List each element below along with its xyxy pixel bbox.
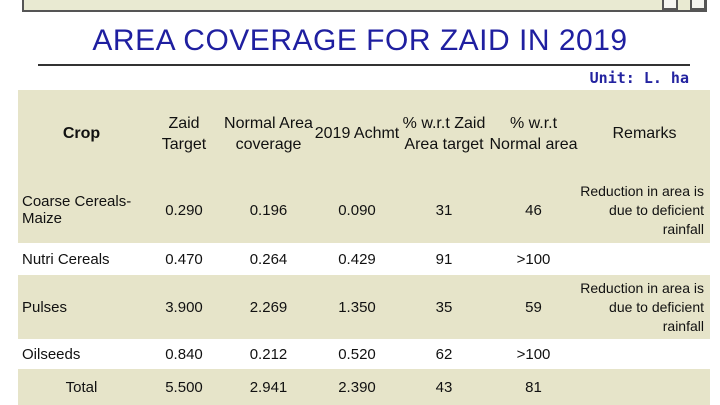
- table-row: Coarse Cereals- Maize 0.290 0.196 0.090 …: [18, 177, 710, 243]
- table-row-total: Total 5.500 2.941 2.390 43 81: [18, 369, 710, 405]
- cell-normal: 0.212: [249, 345, 288, 363]
- cell-normal: 0.264: [249, 250, 288, 268]
- cell-pct-target: 35: [400, 275, 488, 339]
- header-achmt: 2019 Achmt: [314, 90, 400, 177]
- cell-remarks: [579, 369, 710, 405]
- cell-crop: Total: [18, 369, 145, 405]
- cell-target: 0.290: [145, 177, 223, 243]
- header-pct-target: % w.r.t Zaid Area target: [400, 90, 488, 177]
- slide-title: AREA COVERAGE FOR ZAID IN 2019: [92, 24, 628, 57]
- header-target: Zaid Target: [145, 90, 223, 177]
- cell-pct-target: 43: [400, 369, 488, 405]
- cell-crop: Pulses: [18, 275, 145, 339]
- window-control-box[interactable]: [662, 0, 678, 10]
- cell-achmt: 0.429: [338, 250, 376, 268]
- table-row: Oilseeds 0.840 0.212 0.520 62 >100: [18, 339, 710, 369]
- cell-normal: 0.196: [223, 177, 314, 243]
- window-control-box[interactable]: [690, 0, 706, 10]
- cell-normal: 2.941: [223, 369, 314, 405]
- cell-pct-normal: >100: [516, 250, 551, 268]
- cell-remarks: Reduction in area is due to deficient ra…: [579, 275, 710, 339]
- cell-remarks: [579, 243, 710, 275]
- window-top-bar: [22, 0, 707, 12]
- cell-target: 0.470: [165, 250, 203, 268]
- cell-normal: 2.269: [223, 275, 314, 339]
- cell-pct-normal: 81: [488, 369, 579, 405]
- cell-target: 3.900: [145, 275, 223, 339]
- table-header-row: Crop Zaid Target Normal Area coverage 20…: [18, 90, 710, 177]
- cell-crop: Nutri Cereals: [22, 250, 110, 268]
- cell-crop: Oilseeds: [22, 345, 81, 363]
- header-crop: Crop: [18, 90, 145, 177]
- cell-achmt: 0.520: [338, 345, 376, 363]
- cell-pct-target: 31: [400, 177, 488, 243]
- header-pct-normal: % w.r.t Normal area: [488, 90, 579, 177]
- cell-achmt: 2.390: [314, 369, 400, 405]
- unit-label: Unit: L. ha: [589, 69, 689, 87]
- cell-pct-target: 62: [435, 345, 453, 363]
- area-coverage-table: Crop Zaid Target Normal Area coverage 20…: [18, 90, 710, 405]
- title-underline: [38, 64, 690, 66]
- cell-achmt: 0.090: [314, 177, 400, 243]
- cell-crop: Coarse Cereals- Maize: [18, 177, 145, 243]
- cell-remarks: [579, 339, 710, 369]
- table-row: Pulses 3.900 2.269 1.350 35 59 Reduction…: [18, 275, 710, 339]
- header-remarks: Remarks: [579, 90, 710, 177]
- cell-pct-normal: 46: [488, 177, 579, 243]
- header-normal: Normal Area coverage: [223, 90, 314, 177]
- cell-pct-target: 91: [435, 250, 453, 268]
- cell-target: 5.500: [145, 369, 223, 405]
- cell-pct-normal: >100: [516, 345, 551, 363]
- table-row: Nutri Cereals 0.470 0.264 0.429 91 >100: [18, 243, 710, 275]
- cell-achmt: 1.350: [314, 275, 400, 339]
- cell-remarks: Reduction in area is due to deficient ra…: [579, 177, 710, 243]
- cell-target: 0.840: [165, 345, 203, 363]
- cell-pct-normal: 59: [488, 275, 579, 339]
